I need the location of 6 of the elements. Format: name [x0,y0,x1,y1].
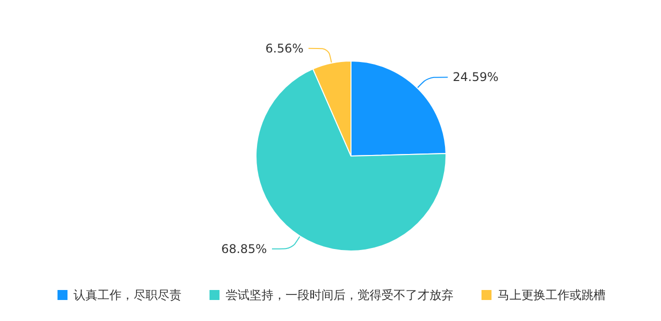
data-label: 6.56% [265,41,304,56]
legend-label: 认真工作，尽职尽责 [74,288,182,302]
legend-label: 马上更换工作或跳槽 [498,288,606,302]
data-label: 24.59% [452,70,499,84]
legend-label: 尝试坚持，一段时间后，觉得受不了才放弃 [226,288,454,302]
data-label: 68.85% [221,242,267,256]
